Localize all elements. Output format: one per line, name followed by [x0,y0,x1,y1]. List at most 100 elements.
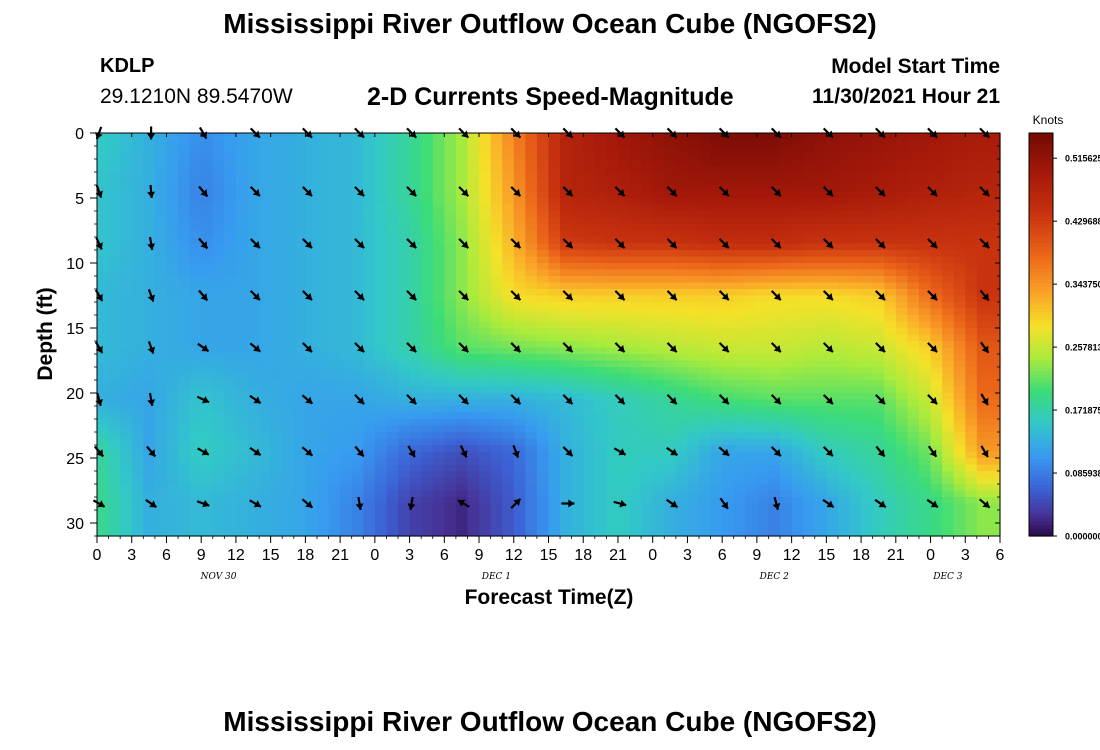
arrow-head [825,241,833,249]
heatmap-cell [351,269,364,277]
heatmap-cell [444,360,457,368]
heatmap-cell [536,211,550,219]
heatmap-cell [803,399,816,407]
heatmap-cell [837,237,851,245]
heatmap-cell [768,165,781,173]
heatmap-cell [120,354,133,362]
heatmap-cell [687,503,700,511]
heatmap-cell [664,152,677,160]
heatmap-cell [942,308,955,316]
heatmap-cell [120,386,133,394]
heatmap-cell [340,159,353,167]
heatmap-cell [918,172,932,180]
heatmap-cell [965,373,978,381]
heatmap-cell [108,399,121,407]
heatmap-cell [108,328,121,336]
heatmap-cell [849,224,862,232]
heatmap-cell [212,185,225,193]
heatmap-cell [953,406,966,414]
heatmap-cell [166,217,179,225]
heatmap-cell [97,224,110,232]
heatmap-cell [988,458,1001,466]
heatmap-cell [305,516,318,524]
heatmap-cell [536,367,550,375]
heatmap-cell [444,308,457,316]
heatmap-cell [455,334,469,342]
heatmap-cell [849,146,862,154]
heatmap-cell [455,282,469,290]
heatmap-cell [316,393,330,401]
heatmap-cell [351,308,364,316]
heatmap-cell [652,367,665,375]
heatmap-cell [166,237,179,245]
heatmap-cell [872,367,885,375]
heatmap-cell [131,373,144,381]
heatmap-cell [803,393,816,401]
heatmap-cell [525,185,538,193]
heatmap-cell [629,315,642,323]
heatmap-cell [235,198,249,206]
heatmap-cell [942,360,955,368]
heatmap-cell [97,302,110,310]
heatmap-cell [409,224,422,232]
heatmap-cell [409,471,422,479]
heatmap-cell [617,146,631,154]
heatmap-cell [907,458,920,466]
heatmap-cell [988,510,1001,518]
heatmap-cell [224,250,237,258]
heatmap-cell [699,269,712,277]
heatmap-cell [826,341,839,349]
heatmap-cell [351,510,364,518]
heatmap-cell [212,308,225,316]
heatmap-cell [536,295,550,303]
heatmap-cell [490,393,503,401]
heatmap-cell [120,412,133,420]
heatmap-cell [143,373,156,381]
heatmap-cell [606,471,619,479]
heatmap-cell [826,510,839,518]
heatmap-cell [340,497,353,505]
heatmap-cell [687,289,700,297]
heatmap-cell [502,464,515,472]
heatmap-cell [97,269,110,277]
heatmap-cell [629,256,642,264]
heatmap-cell [560,178,573,186]
heatmap-cell [583,133,596,141]
heatmap-cell [421,432,434,440]
heatmap-cell [710,399,723,407]
heatmap-cell [293,386,306,394]
heatmap-cell [942,243,955,251]
heatmap-cell [884,198,897,206]
heatmap-cell [571,438,584,446]
heatmap-cell [513,484,526,492]
heatmap-cell [571,380,584,388]
heatmap-cell [490,360,503,368]
heatmap-cell [791,386,804,394]
heatmap-cell [745,373,758,381]
heatmap-cell [305,360,318,368]
heatmap-cell [641,211,654,219]
heatmap-cell [97,204,110,212]
heatmap-cell [189,458,202,466]
heatmap-cell [988,529,1001,537]
heatmap-cell [201,256,214,264]
heatmap-cell [965,354,978,362]
heatmap-cell [699,146,712,154]
heatmap-cell [780,133,793,141]
heatmap-cell [791,458,804,466]
heatmap-cell [479,250,492,258]
heatmap-cell [351,328,364,336]
heatmap-cell [201,510,214,518]
heatmap-cell [641,425,654,433]
heatmap-cell [918,263,932,271]
heatmap-cell [455,471,469,479]
heatmap-cell [872,419,885,427]
heatmap-cell [965,516,978,524]
heatmap-cell [386,250,399,258]
heatmap-cell [351,406,364,414]
heatmap-cell [247,146,260,154]
heatmap-cell [490,464,503,472]
heatmap-cell [780,211,793,219]
heatmap-cell [826,256,839,264]
heatmap-cell [235,334,249,342]
